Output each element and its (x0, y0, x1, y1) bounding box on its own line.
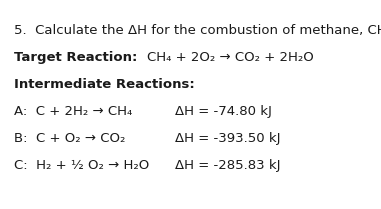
Text: Intermediate Reactions:: Intermediate Reactions: (14, 78, 195, 91)
Text: ΔH = -393.50 kJ: ΔH = -393.50 kJ (175, 132, 280, 145)
Text: ΔH = -285.83 kJ: ΔH = -285.83 kJ (175, 159, 280, 172)
Text: 5.  Calculate the ΔH for the combustion of methane, CH₄: 5. Calculate the ΔH for the combustion o… (14, 24, 381, 37)
Text: C:  H₂ + ½ O₂ → H₂O: C: H₂ + ½ O₂ → H₂O (14, 159, 149, 172)
Text: ΔH = -74.80 kJ: ΔH = -74.80 kJ (175, 105, 272, 118)
Text: CH₄ + 2O₂ → CO₂ + 2H₂O: CH₄ + 2O₂ → CO₂ + 2H₂O (147, 51, 314, 64)
Text: Target Reaction:: Target Reaction: (14, 51, 147, 64)
Text: B:  C + O₂ → CO₂: B: C + O₂ → CO₂ (14, 132, 125, 145)
Text: A:  C + 2H₂ → CH₄: A: C + 2H₂ → CH₄ (14, 105, 132, 118)
